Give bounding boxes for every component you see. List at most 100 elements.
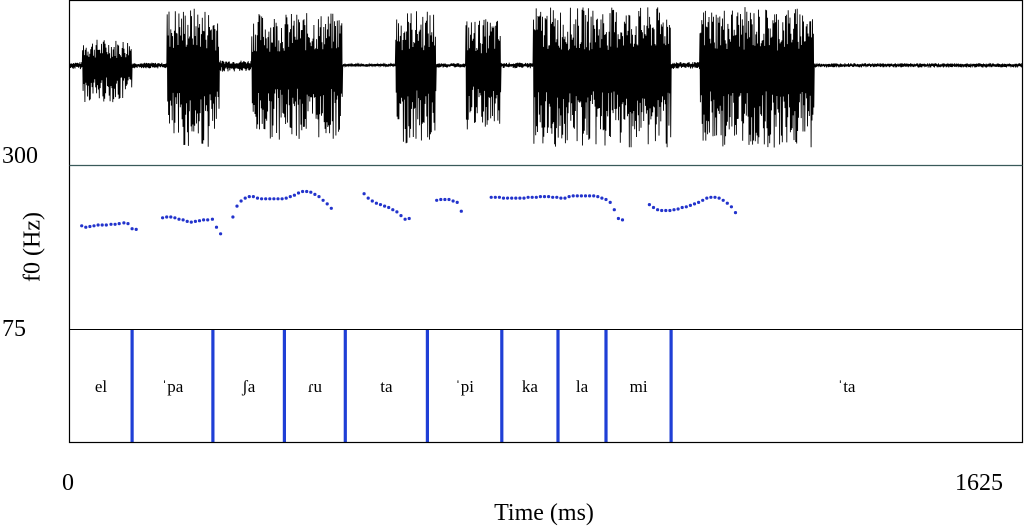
f0-point bbox=[202, 218, 206, 222]
f0-point bbox=[185, 219, 189, 223]
f0-point bbox=[264, 197, 268, 201]
f0-point bbox=[668, 208, 672, 213]
f0-point bbox=[247, 195, 251, 199]
f0-point bbox=[113, 222, 117, 226]
f0-point bbox=[435, 198, 439, 202]
f0-point bbox=[575, 194, 579, 198]
f0-point bbox=[600, 196, 604, 200]
f0-point bbox=[443, 197, 447, 202]
f0-point bbox=[705, 196, 709, 200]
f0-point bbox=[100, 223, 104, 227]
f0-point bbox=[501, 196, 506, 200]
f0-point bbox=[534, 195, 538, 199]
y-tick-min: 75 bbox=[2, 316, 26, 342]
f0-point bbox=[733, 211, 738, 215]
f0-point bbox=[189, 220, 193, 224]
y-axis-title: f0 (Hz) bbox=[19, 212, 46, 282]
f0-point bbox=[651, 205, 656, 210]
f0-point bbox=[526, 195, 530, 199]
f0-point bbox=[579, 194, 584, 198]
f0-point bbox=[713, 195, 717, 199]
f0-point bbox=[161, 216, 165, 220]
y-tick-max: 300 bbox=[2, 143, 38, 169]
f0-point bbox=[173, 216, 177, 220]
f0-point bbox=[284, 196, 288, 200]
f0-point bbox=[197, 219, 202, 223]
f0-point bbox=[455, 200, 459, 204]
f0-point bbox=[664, 208, 668, 213]
f0-point bbox=[672, 208, 676, 212]
f0-point bbox=[571, 194, 575, 198]
f0-point bbox=[177, 217, 181, 221]
f0-point bbox=[329, 206, 333, 210]
f0-point bbox=[193, 219, 197, 223]
f0-point bbox=[130, 227, 134, 231]
f0-point bbox=[181, 218, 185, 222]
f0-point bbox=[721, 198, 725, 202]
f0-point bbox=[612, 208, 616, 212]
f0-point bbox=[325, 202, 329, 206]
f0-point bbox=[697, 200, 701, 204]
f0-point bbox=[301, 189, 305, 194]
f0-point bbox=[251, 195, 255, 199]
f0-point bbox=[547, 195, 551, 199]
waveform-panel bbox=[69, 7, 1023, 148]
f0-point bbox=[387, 205, 391, 210]
f0-point bbox=[362, 192, 366, 196]
f0-point bbox=[692, 202, 697, 206]
f0-point bbox=[255, 196, 260, 200]
f0-point bbox=[660, 208, 664, 213]
f0-point bbox=[656, 208, 660, 212]
f0-point bbox=[709, 195, 713, 199]
f0-point bbox=[407, 216, 411, 221]
f0-point bbox=[567, 195, 571, 199]
f0-point bbox=[542, 195, 547, 199]
f0-point bbox=[729, 205, 734, 209]
f0-point bbox=[296, 191, 301, 195]
f0-point bbox=[321, 198, 325, 202]
syllable-label: ˈta bbox=[838, 377, 856, 396]
syllable-label: el bbox=[95, 377, 108, 396]
f0-point bbox=[239, 199, 243, 203]
f0-point bbox=[555, 195, 559, 199]
syllable-label: ta bbox=[380, 377, 393, 396]
f0-point bbox=[268, 197, 272, 201]
waveform-trace bbox=[69, 7, 1023, 148]
f0-point bbox=[725, 201, 729, 205]
x-tick-min: 0 bbox=[62, 470, 74, 496]
f0-point bbox=[374, 201, 378, 205]
f0-point bbox=[126, 222, 130, 226]
syllable-label: mi bbox=[630, 377, 648, 396]
f0-point bbox=[403, 217, 407, 221]
f0-point bbox=[506, 196, 510, 200]
f0-point bbox=[451, 199, 455, 203]
f0-point bbox=[243, 196, 247, 200]
f0-point bbox=[260, 197, 264, 201]
f0-point bbox=[122, 221, 126, 225]
f0-point bbox=[522, 196, 526, 200]
f0-point bbox=[366, 196, 370, 200]
f0-point bbox=[92, 224, 96, 228]
f0-point bbox=[497, 195, 501, 199]
f0-point bbox=[717, 196, 721, 200]
f0-point bbox=[104, 223, 108, 227]
f0-point bbox=[117, 222, 121, 226]
f0-panel bbox=[80, 189, 738, 236]
f0-point bbox=[647, 203, 652, 207]
f0-point bbox=[305, 189, 309, 194]
f0-point bbox=[134, 227, 138, 231]
f0-point bbox=[608, 200, 612, 204]
x-tick-max: 1625 bbox=[955, 470, 1003, 496]
f0-point bbox=[538, 195, 543, 199]
f0-point bbox=[459, 209, 463, 213]
f0-point bbox=[551, 195, 555, 199]
f0-point bbox=[684, 205, 688, 209]
f0-point bbox=[399, 214, 403, 218]
f0-point bbox=[493, 195, 497, 199]
f0-point bbox=[680, 205, 684, 210]
f0-point bbox=[206, 218, 210, 222]
f0-point bbox=[583, 194, 588, 198]
f0-point bbox=[165, 215, 169, 219]
f0-point bbox=[447, 197, 451, 202]
